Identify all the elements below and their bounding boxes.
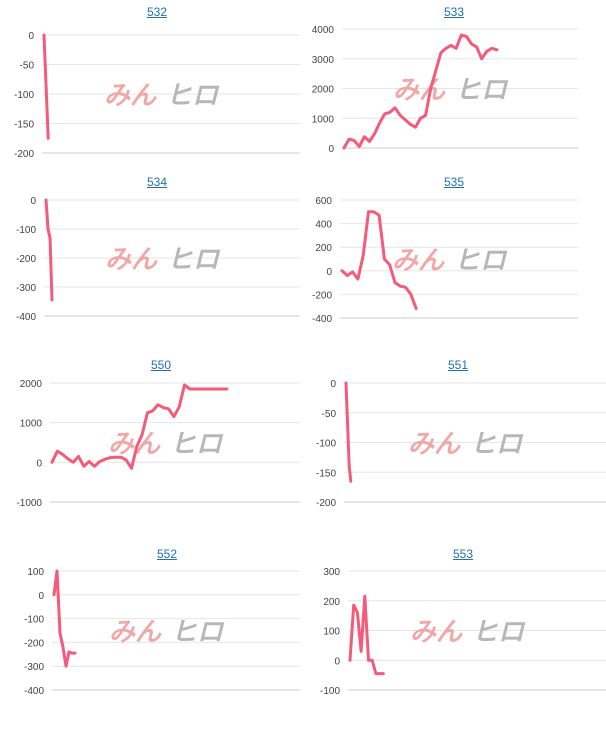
chart-panel-551: 551 0 -50 -100 -150 -200 みん ヒロ — [300, 358, 606, 533]
watermark-logo: みん ヒロ — [105, 245, 221, 275]
line-chart: 2000 1000 0 -1000 みん ヒロ — [16, 379, 300, 509]
y-tick-label: -100 — [320, 686, 340, 697]
y-tick-label: -100 — [14, 90, 34, 101]
y-tick-label: -150 — [14, 120, 34, 131]
watermark-logo: みん ヒロ — [408, 430, 524, 460]
y-tick-label: -400 — [24, 686, 44, 697]
series-line — [342, 33, 499, 150]
y-tick-label: 400 — [315, 220, 332, 231]
chart-panel-532: 532 0 -50 -100 -150 -200 みん ヒロ — [0, 5, 300, 180]
chart-title-link[interactable]: 533 — [443, 5, 465, 19]
series-line — [348, 594, 385, 676]
svg-text:ヒロ: ヒロ — [472, 618, 526, 648]
watermark-logo: みん ヒロ — [109, 618, 225, 648]
svg-text:ヒロ: ヒロ — [454, 246, 508, 276]
y-tick-label: 1000 — [312, 114, 335, 125]
watermark-logo: みん ヒロ — [393, 76, 509, 106]
line-chart: 4000 3000 2000 1000 0 みん ヒロ — [312, 25, 578, 155]
y-tick-label: 0 — [28, 31, 34, 42]
y-tick-label: 0 — [36, 458, 42, 469]
watermark-logo: みん ヒロ — [410, 618, 526, 648]
line-chart: 0 -50 -100 -150 -200 みん ヒロ — [14, 31, 300, 160]
svg-text:みん: みん — [109, 618, 162, 648]
watermark-logo: みん ヒロ — [392, 246, 508, 276]
y-tick-label: 0 — [330, 379, 336, 390]
y-tick-label: 0 — [328, 144, 334, 155]
chart-panel-552: 552 100 0 -100 -200 -300 -400 みん ヒロ — [0, 547, 300, 722]
chart-title-link[interactable]: 550 — [150, 358, 172, 372]
line-chart: 300 200 100 0 -100 みん ヒロ — [320, 567, 606, 697]
line-chart: 0 -100 -200 -300 -400 みん ヒロ — [16, 196, 300, 323]
line-chart: 100 0 -100 -200 -300 -400 みん ヒロ — [24, 567, 300, 697]
y-tick-label: 3000 — [312, 55, 335, 66]
y-tick-label: 100 — [323, 627, 340, 638]
y-tick-label: -1000 — [16, 498, 42, 509]
y-tick-label: -300 — [16, 283, 36, 294]
y-tick-label: -200 — [312, 290, 332, 301]
watermark-logo: みん ヒロ — [104, 81, 220, 111]
y-tick-label: -150 — [316, 468, 336, 479]
watermark-logo: みん ヒロ — [108, 430, 224, 460]
y-tick-label: 200 — [323, 597, 340, 608]
series-line — [344, 381, 353, 483]
y-tick-label: 2000 — [20, 379, 43, 390]
y-tick-label: 4000 — [312, 25, 335, 36]
y-tick-label: 2000 — [312, 85, 335, 96]
series-line — [340, 210, 418, 311]
y-tick-label: -50 — [20, 61, 35, 72]
chart-panel-550: 550 2000 1000 0 -1000 みん ヒロ — [0, 358, 300, 533]
y-tick-label: 100 — [27, 567, 44, 578]
series-line — [52, 569, 77, 668]
y-tick-label: 200 — [315, 243, 332, 254]
chart-panel-553: 553 300 200 100 0 -100 みん ヒロ — [300, 547, 606, 722]
chart-title-link[interactable]: 551 — [447, 358, 469, 372]
svg-text:みん: みん — [105, 245, 158, 275]
svg-text:ヒロ: ヒロ — [167, 245, 221, 275]
y-tick-label: -200 — [24, 638, 44, 649]
svg-text:ヒロ: ヒロ — [170, 430, 224, 460]
y-tick-label: 0 — [30, 196, 36, 207]
y-tick-label: -100 — [24, 615, 44, 626]
chart-title-link[interactable]: 532 — [146, 5, 168, 19]
series-line — [50, 383, 229, 470]
svg-text:ヒロ: ヒロ — [171, 618, 225, 648]
y-tick-label: -200 — [16, 254, 36, 265]
svg-text:みん: みん — [410, 618, 463, 648]
series-line — [42, 33, 50, 140]
y-tick-label: -400 — [312, 314, 332, 325]
svg-text:ヒロ: ヒロ — [470, 430, 524, 460]
svg-text:ヒロ: ヒロ — [166, 81, 220, 111]
chart-panel-535: 535 600 400 200 0 -200 -400 みん ヒロ — [300, 175, 606, 350]
chart-title-link[interactable]: 535 — [443, 175, 465, 189]
y-tick-label: 0 — [326, 267, 332, 278]
chart-title-link[interactable]: 553 — [452, 547, 474, 561]
y-tick-label: -300 — [24, 662, 44, 673]
series-line — [44, 198, 54, 302]
y-tick-label: 0 — [38, 591, 44, 602]
y-tick-label: 0 — [334, 656, 340, 667]
line-chart: 0 -50 -100 -150 -200 みん ヒロ — [316, 379, 606, 509]
y-tick-label: -100 — [316, 439, 336, 450]
y-tick-label: -100 — [16, 225, 36, 236]
y-tick-label: 600 — [315, 196, 332, 207]
y-tick-label: 1000 — [20, 419, 43, 430]
svg-text:ヒロ: ヒロ — [455, 76, 509, 106]
y-tick-label: -400 — [16, 312, 36, 323]
chart-panel-534: 534 0 -100 -200 -300 -400 みん ヒロ — [0, 175, 300, 350]
chart-title-link[interactable]: 534 — [146, 175, 168, 189]
chart-title-link[interactable]: 552 — [156, 547, 178, 561]
svg-text:みん: みん — [104, 81, 157, 111]
chart-panel-533: 533 4000 3000 2000 1000 0 みん ヒロ — [300, 5, 606, 180]
y-tick-label: -50 — [322, 409, 337, 420]
line-chart: 600 400 200 0 -200 -400 みん ヒロ — [312, 196, 578, 325]
svg-text:みん: みん — [392, 246, 445, 276]
y-tick-label: 300 — [323, 567, 340, 578]
svg-text:みん: みん — [408, 430, 461, 460]
svg-text:みん: みん — [393, 76, 446, 106]
y-tick-label: -200 — [14, 149, 34, 160]
y-tick-label: -200 — [316, 498, 336, 509]
